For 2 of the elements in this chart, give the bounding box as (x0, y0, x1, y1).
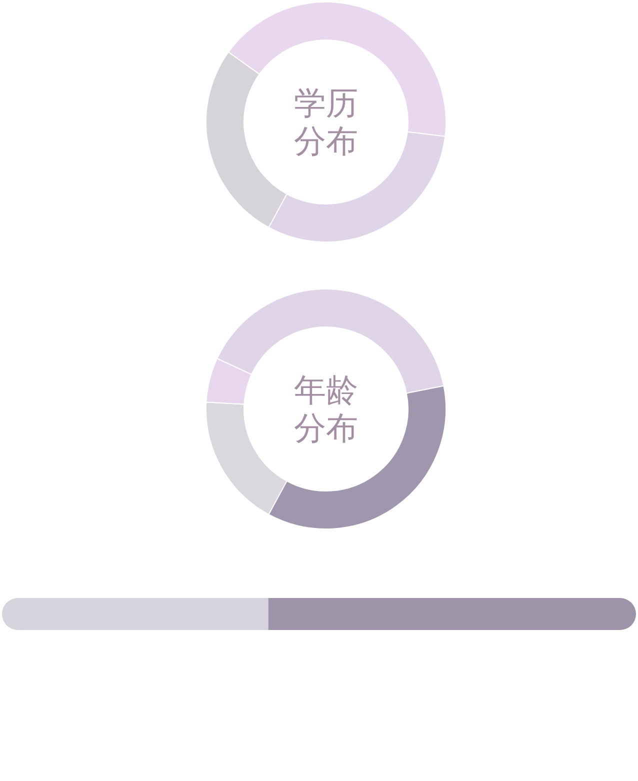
title: 学历分布 (293, 84, 359, 160)
title: 年龄分布 (293, 371, 359, 447)
